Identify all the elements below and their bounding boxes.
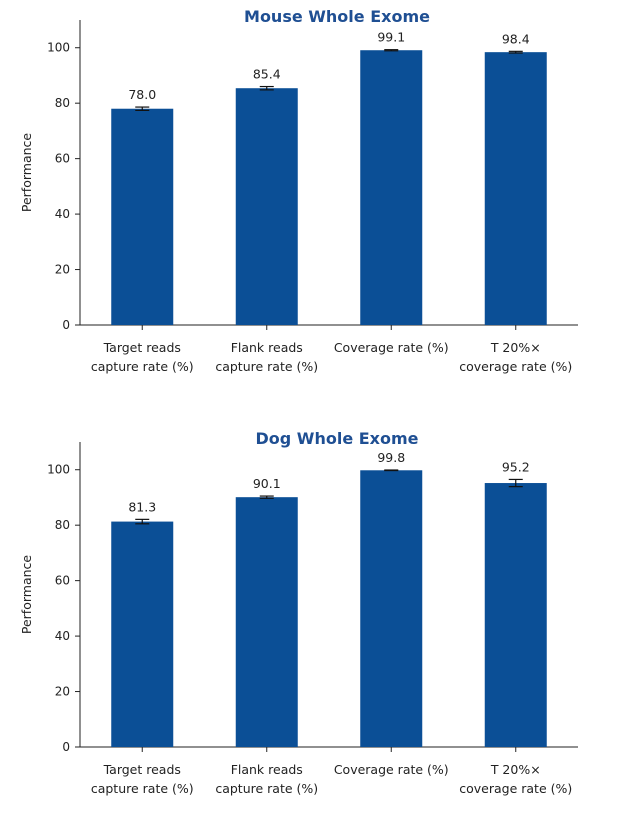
dog-category-label-0-0: Target reads — [103, 762, 181, 777]
mouse-category-label-1-1: capture rate (%) — [215, 359, 318, 374]
dog-category-label-0-1: capture rate (%) — [91, 781, 194, 796]
dog-data-label-2: 99.8 — [377, 450, 405, 465]
mouse-y-tick-label-20: 20 — [55, 263, 70, 277]
dog-y-tick-label-100: 100 — [47, 463, 70, 477]
dog-bar-1 — [235, 497, 298, 747]
mouse-category-label-0-0: Target reads — [103, 340, 181, 355]
mouse-y-tick-label-0: 0 — [62, 318, 70, 332]
mouse-ylabel: Performance — [19, 133, 34, 213]
mouse-bar-1 — [235, 88, 298, 325]
mouse-bar-0 — [111, 108, 174, 326]
mouse-bar-2 — [360, 50, 423, 326]
mouse-data-label-1: 85.4 — [253, 67, 281, 82]
mouse-bar-3 — [484, 52, 547, 325]
mouse-y-tick-label-80: 80 — [55, 96, 70, 110]
dog-bar-0 — [111, 521, 174, 747]
dog-y-tick-label-0: 0 — [62, 740, 70, 754]
dog-bar-2 — [360, 470, 423, 747]
mouse-exome-chart-svg: Mouse Whole Exome 0 20 40 60 80 100 Performance… — [19, 7, 578, 374]
mouse-title: Mouse Whole Exome — [244, 7, 430, 26]
dog-y-tick-label-60: 60 — [55, 574, 70, 588]
dog-ylabel: Performance — [19, 555, 34, 635]
mouse-y-tick-label-60: 60 — [55, 152, 70, 166]
mouse-y-tick-label-40: 40 — [55, 207, 70, 221]
mouse-data-label-0: 78.0 — [128, 87, 156, 102]
mouse-data-label-2: 99.1 — [377, 30, 405, 45]
dog-title: Dog Whole Exome — [256, 429, 419, 448]
dog-y-tick-label-80: 80 — [55, 518, 70, 532]
dog-data-label-1: 90.1 — [253, 476, 281, 491]
dog-data-label-3: 95.2 — [502, 459, 530, 474]
dog-category-label-3-1: coverage rate (%) — [459, 781, 572, 796]
dog-category-label-3-0: T 20%× — [490, 762, 541, 777]
dog-y-tick-label-20: 20 — [55, 685, 70, 699]
mouse-category-label-1-0: Flank reads — [231, 340, 303, 355]
dog-exome-chart: Dog Whole Exome 0 20 40 60 80 100 Performance 81… — [0, 422, 622, 822]
mouse-category-label-2-0: Coverage rate (%) — [334, 340, 449, 355]
mouse-category-label-0-1: capture rate (%) — [91, 359, 194, 374]
dog-category-label-2-0: Coverage rate (%) — [334, 762, 449, 777]
mouse-category-label-3-1: coverage rate (%) — [459, 359, 572, 374]
mouse-exome-chart: Mouse Whole Exome 0 20 40 60 80 100 Performance… — [0, 0, 622, 400]
mouse-y-tick-label-100: 100 — [47, 41, 70, 55]
dog-category-label-1-1: capture rate (%) — [215, 781, 318, 796]
mouse-category-label-3-0: T 20%× — [490, 340, 541, 355]
dog-exome-chart-svg: Dog Whole Exome 0 20 40 60 80 100 Performance 81… — [19, 429, 578, 796]
dog-category-label-1-0: Flank reads — [231, 762, 303, 777]
mouse-data-label-3: 98.4 — [502, 31, 530, 46]
dog-data-label-0: 81.3 — [128, 499, 156, 514]
dog-y-tick-label-40: 40 — [55, 629, 70, 643]
dog-bar-3 — [484, 483, 547, 747]
